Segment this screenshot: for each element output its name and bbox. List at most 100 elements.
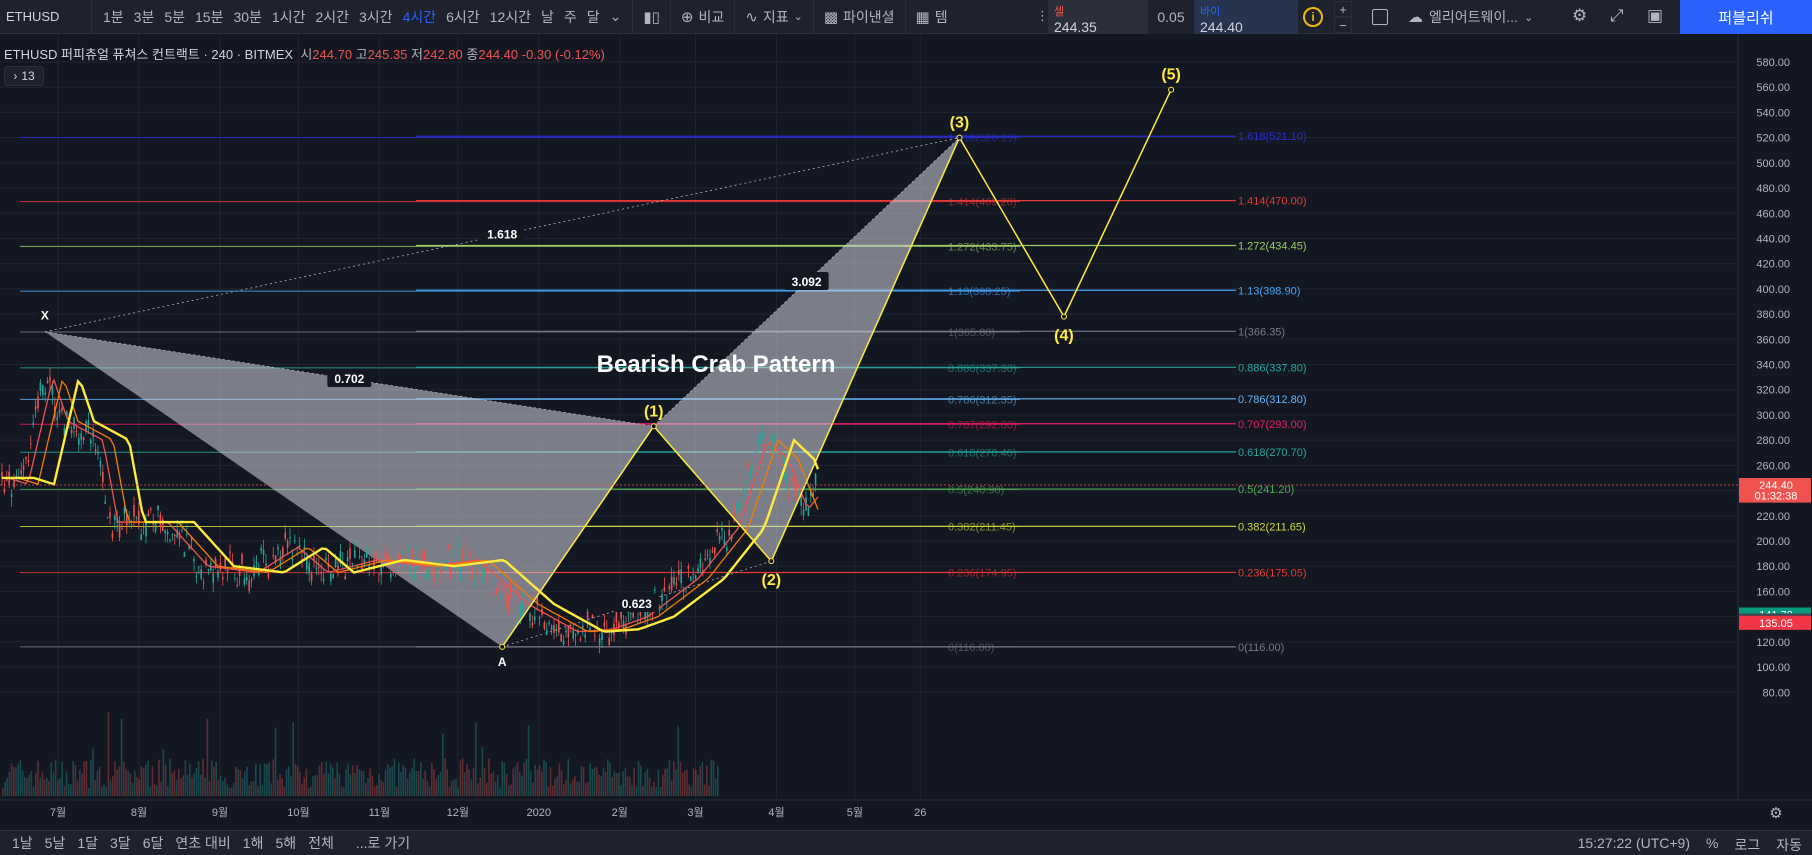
range-option[interactable]: 3달 [110,835,131,851]
volume-bar [677,726,679,796]
volume-bar [549,767,552,796]
volume-bar [120,718,123,796]
candle-body [795,484,798,496]
candle-body [195,575,198,577]
volume-bar [662,774,664,796]
volume-bar [48,781,50,796]
camera-icon[interactable]: ▣ [1647,6,1664,25]
info-icon[interactable]: i [1303,7,1323,27]
range-option[interactable]: 전체 [308,835,334,851]
timeframe-option[interactable]: 30분 [233,8,262,25]
range-option[interactable]: 1달 [77,835,99,851]
goto-date-button[interactable]: ...로 가기 [355,835,411,851]
chart-style-button[interactable]: ▮▯ [633,0,671,34]
volume-bar [285,769,288,796]
candle-body [30,443,32,445]
minus-icon[interactable]: − [1334,17,1352,33]
volume-bar [567,758,569,796]
range-option[interactable]: 연초 대비 [175,835,231,851]
fib-level-label: 0.382(211.65) [1238,521,1306,533]
volume-bar [241,778,244,796]
y-tick-label: 440.00 [1756,233,1790,245]
candle-body [378,573,380,575]
timeframe-option[interactable]: 3분 [133,8,155,25]
timeframe-option[interactable]: 12시간 [489,8,531,25]
volume-bar [94,780,96,796]
volume-bar [349,774,352,796]
timeframe-option[interactable]: 5분 [164,8,186,25]
volume-bar [112,776,114,796]
candle-body [589,628,591,632]
indicators-button[interactable]: ∿ 지표 ⌄ [735,0,814,34]
volume-bar [156,785,158,796]
volume-bar [580,766,583,796]
financials-button[interactable]: ▩ 파이낸셜 [814,0,906,34]
volume-bar [613,771,616,796]
candle-body [166,531,169,535]
price-label: 135.05 [1759,618,1793,630]
range-option[interactable]: 5날 [44,835,66,851]
candle-body [176,529,178,538]
timeframe-option[interactable]: 날 [541,8,554,25]
volume-bar [545,762,547,796]
candle-body [56,417,58,421]
volume-bar [455,778,457,796]
timeframe-option[interactable]: 1분 [103,8,124,25]
candle-body [421,556,423,564]
timeframe-option[interactable]: 15분 [195,8,224,25]
moving-average-line [2,380,819,633]
volume-bar [633,767,635,796]
range-option[interactable]: 5해 [275,835,297,851]
template-button[interactable]: ▦ 템 [906,0,958,34]
range-option[interactable]: 1해 [242,835,264,851]
candles-icon: ▮▯ [643,7,660,26]
volume-bar [281,778,283,796]
timeframe-option[interactable]: 2시간 [315,8,350,25]
candle-body [704,558,706,561]
candle-body [548,622,550,625]
volume-bar [692,768,695,796]
percent-toggle[interactable]: % [1706,835,1719,851]
publish-button[interactable]: 퍼블리쉬 [1680,0,1812,34]
range-option[interactable]: 6달 [142,835,164,851]
buy-button[interactable]: 바이 244.40 [1194,0,1298,35]
volume-bar [312,775,314,796]
candle-body [178,533,181,540]
expand-icon[interactable]: ⤢ [1610,6,1624,25]
timeframe-option[interactable]: 달 [586,8,600,25]
timeframe-option[interactable]: 4시간 [402,8,437,25]
candle-body [514,590,517,592]
timeframe-option[interactable]: 주 [563,8,577,25]
candle-body [558,621,560,633]
candle-body [315,567,318,570]
symbol-search[interactable]: ETHUSD [0,0,92,34]
timeframe-option[interactable]: 1시간 [271,8,306,25]
plus-circle-icon: ⊕ [680,7,694,26]
layout-selector[interactable]: ☁ 엘리어트웨이... ⌄ [1408,0,1533,34]
plus-icon[interactable]: + [1334,1,1352,17]
pattern-title: Bearish Crab Pattern [597,351,836,378]
volume-bar [651,786,653,796]
fib-level-label: 1.13(398.25) [948,286,1010,298]
range-option[interactable]: 1날 [12,835,33,851]
timeframe-option[interactable]: 6시간 [446,8,480,25]
fullscreen-rectangle-icon[interactable] [1372,9,1388,25]
volume-bar [657,769,660,796]
price-label: 01:32:38 [1755,491,1798,503]
candle-body [298,545,301,548]
price-chart[interactable]: 580.00 560.00 540.00 520.00 500.00 480.00 460.… [0,34,1812,830]
volume-bar [52,772,55,796]
chevron-down-icon[interactable]: ⌄ [609,8,622,24]
volume-bar [393,758,396,796]
compare-button[interactable]: ⊕ 비교 [671,0,736,34]
timeframe-option[interactable]: 3시간 [359,8,393,25]
log-toggle[interactable]: 로그 [1734,837,1761,853]
auto-toggle[interactable]: 자동 [1776,837,1802,853]
settings-gear-icon[interactable]: ⚙ [1769,804,1782,822]
candle-body [750,468,752,479]
indicator-collapse-button[interactable]: › 13 [4,66,44,86]
sell-button[interactable]: 셀 244.35 [1048,0,1148,35]
candle-body [786,479,788,483]
x-tick-label: 10월 [287,806,309,819]
gear-icon[interactable]: ⚙ [1572,6,1588,25]
